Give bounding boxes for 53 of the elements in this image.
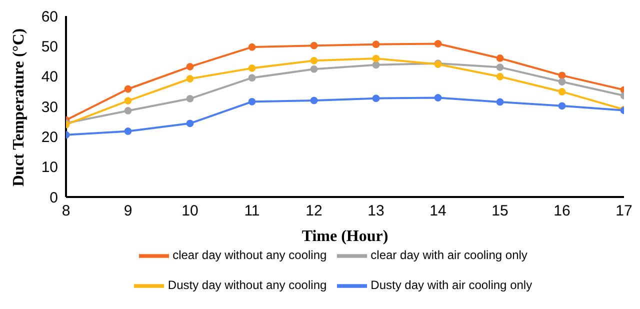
point bbox=[248, 64, 256, 72]
point bbox=[186, 62, 194, 70]
y-tick-label: 50 bbox=[41, 38, 58, 56]
y-tick-label: 40 bbox=[41, 68, 58, 86]
point bbox=[124, 85, 132, 93]
legend-label: Dusty day with air cooling only bbox=[370, 278, 532, 292]
point bbox=[496, 72, 504, 80]
point bbox=[558, 102, 566, 110]
point bbox=[558, 88, 566, 96]
point bbox=[186, 120, 194, 128]
point bbox=[496, 98, 504, 106]
x-axis-title: Time (Hour) bbox=[302, 228, 388, 245]
legend-label: Dusty day without any cooling bbox=[168, 278, 327, 292]
x-tick-label: 9 bbox=[124, 202, 132, 220]
y-tick-label: 20 bbox=[41, 128, 58, 146]
point bbox=[248, 43, 256, 51]
point bbox=[496, 54, 504, 62]
point bbox=[558, 72, 566, 80]
point bbox=[558, 78, 566, 86]
x-tick-label: 11 bbox=[244, 202, 260, 220]
point bbox=[496, 64, 504, 71]
point bbox=[372, 54, 380, 62]
legend-label: clear day with air cooling only bbox=[370, 248, 528, 262]
y-tick-label: 10 bbox=[41, 159, 58, 176]
point bbox=[310, 65, 318, 73]
point bbox=[124, 107, 132, 114]
point bbox=[372, 61, 380, 69]
point bbox=[372, 94, 380, 102]
point bbox=[372, 40, 380, 48]
point bbox=[124, 128, 132, 135]
x-tick-label: 8 bbox=[62, 202, 70, 220]
point bbox=[310, 42, 318, 50]
y-tick-label: 0 bbox=[50, 189, 58, 206]
x-tick-label: 17 bbox=[616, 202, 632, 220]
x-tick-label: 13 bbox=[368, 202, 384, 220]
x-tick-label: 14 bbox=[430, 202, 446, 220]
point bbox=[186, 94, 194, 102]
y-axis-title: Duct Temperature (°C) bbox=[10, 28, 28, 186]
y-tick-label: 30 bbox=[41, 98, 58, 116]
point bbox=[434, 94, 442, 102]
x-tick-label: 16 bbox=[554, 202, 570, 220]
x-tick-label: 12 bbox=[306, 202, 322, 220]
x-tick-label: 10 bbox=[182, 202, 198, 220]
x-tick-label: 15 bbox=[492, 202, 508, 220]
y-tick-label: 60 bbox=[41, 8, 58, 26]
point bbox=[124, 97, 132, 104]
point bbox=[310, 56, 318, 64]
point bbox=[248, 98, 256, 106]
point bbox=[248, 74, 256, 82]
point bbox=[186, 75, 194, 82]
point bbox=[434, 40, 442, 48]
legend-label: clear day without any cooling bbox=[172, 248, 327, 262]
point bbox=[310, 96, 318, 104]
